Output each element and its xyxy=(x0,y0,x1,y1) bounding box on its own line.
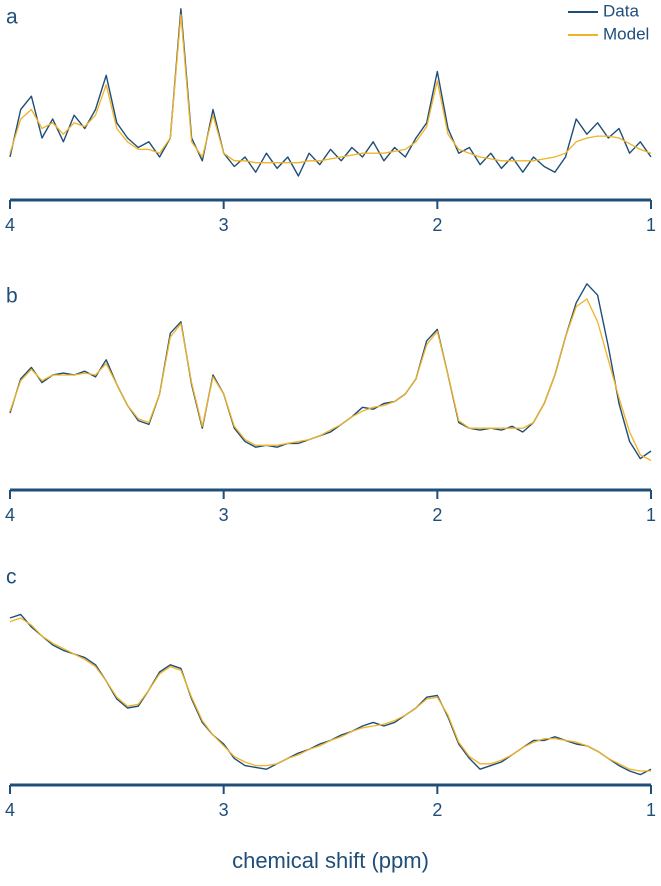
panel-label: a xyxy=(6,6,18,29)
x-tick-label: 4 xyxy=(5,505,15,525)
x-tick-label: 3 xyxy=(219,800,229,820)
x-tick-label: 3 xyxy=(219,505,229,525)
x-tick-label: 4 xyxy=(5,215,15,235)
x-tick-label: 4 xyxy=(5,800,15,820)
x-tick-label: 1 xyxy=(646,215,656,235)
legend-label: Model xyxy=(603,24,649,43)
legend-label: Data xyxy=(603,1,639,20)
x-tick-label: 3 xyxy=(219,215,229,235)
x-tick-label: 1 xyxy=(646,505,656,525)
panel-label: b xyxy=(6,285,18,308)
line-0 xyxy=(9,613,652,776)
line-1 xyxy=(9,13,652,164)
x-tick-label: 2 xyxy=(432,505,442,525)
line-0 xyxy=(9,283,652,460)
line-1 xyxy=(9,617,651,772)
panel-label: c xyxy=(6,566,17,589)
x-tick-label: 2 xyxy=(432,215,442,235)
x-tick-label: 1 xyxy=(646,800,656,820)
x-axis-label: chemical shift (ppm) xyxy=(232,848,429,873)
line-0 xyxy=(9,8,652,177)
line-1 xyxy=(9,298,652,462)
x-tick-label: 2 xyxy=(432,800,442,820)
